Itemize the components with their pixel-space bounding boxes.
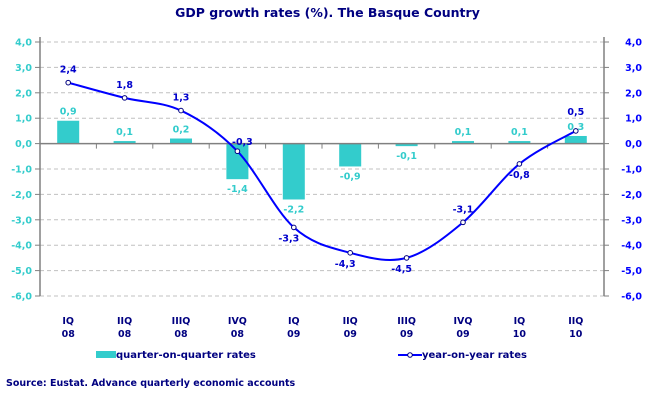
category-label: IIQ [568, 316, 583, 327]
category-year: 08 [62, 329, 76, 340]
chart-title: GDP growth rates (%). The Basque Country [175, 5, 480, 20]
category-label: IVQ [454, 316, 473, 327]
category-label: IIIQ [172, 316, 191, 327]
bar [395, 143, 418, 147]
category-label: IQ [288, 316, 300, 327]
bar [564, 135, 587, 144]
source-note: Source: Eustat. Advance quarterly econom… [6, 378, 296, 389]
category-year: 09 [456, 329, 469, 340]
left-tick-label: -3,0 [11, 215, 32, 226]
line-label: -3,3 [278, 233, 299, 244]
category-year: 08 [174, 329, 188, 340]
line-label: 2,4 [60, 65, 77, 76]
bar-label: 0,1 [116, 127, 133, 138]
right-tick-label: -2,0 [621, 190, 642, 201]
category-label: IVQ [228, 316, 247, 327]
category-year: 10 [513, 329, 527, 340]
category-year: 08 [231, 329, 245, 340]
line-series [67, 81, 577, 261]
legend-label-bar: quarter-on-quarter rates [116, 350, 256, 361]
category-year: 10 [569, 329, 583, 340]
bar [226, 143, 249, 180]
category-label: IQ [62, 316, 74, 327]
bar-label: 0,1 [511, 127, 528, 138]
left-tick-label: -2,0 [11, 190, 32, 201]
line-label: 1,3 [173, 93, 190, 104]
line-point [234, 148, 241, 155]
line-label: 0,5 [567, 107, 584, 118]
right-tick-label: -3,0 [621, 215, 642, 226]
line-label: -0,8 [509, 170, 530, 181]
line-point [403, 255, 410, 261]
line-point [573, 128, 579, 134]
category-year: 09 [400, 329, 413, 340]
category-label: IIIQ [397, 316, 416, 327]
left-tick-label: 3,0 [15, 63, 32, 74]
left-tick-label: -5,0 [11, 266, 32, 277]
bar [452, 141, 474, 144]
line-point [460, 219, 466, 226]
bar [113, 141, 136, 144]
bar [57, 120, 80, 144]
category-label: IQ [514, 316, 526, 327]
bar-label: 0,3 [567, 122, 584, 133]
category-year: 08 [118, 329, 132, 340]
right-tick-label: 0,0 [625, 139, 642, 150]
line-point [291, 224, 297, 231]
category-label: IIQ [117, 316, 132, 327]
right-tick-label: -1,0 [621, 165, 642, 176]
legend-swatch-bar [96, 351, 116, 358]
bar-label: -0,1 [396, 151, 417, 162]
bar-label: 0,1 [455, 127, 472, 138]
right-tick-label: 3,0 [625, 63, 642, 74]
left-tick-label: 0,0 [15, 139, 32, 150]
category-year: 09 [344, 329, 357, 340]
category-year: 09 [287, 329, 300, 340]
bar-label: -0,9 [340, 171, 361, 182]
bar [170, 138, 192, 144]
right-tick-label: -6,0 [621, 292, 642, 303]
line-label: -0,3 [232, 137, 253, 148]
left-tick-label: -1,0 [11, 165, 32, 176]
bar [508, 141, 531, 144]
line-label: 1,8 [116, 80, 133, 91]
bar [282, 143, 305, 200]
line-point [516, 161, 523, 167]
line-label: -3,1 [453, 204, 474, 215]
left-tick-label: 4,0 [15, 38, 32, 49]
left-tick-label: 1,0 [15, 114, 32, 125]
bar-label: 0,9 [60, 107, 77, 118]
right-tick-label: -5,0 [621, 266, 642, 277]
line-point [347, 250, 354, 256]
legend-label-line: year-on-year rates [422, 350, 527, 361]
bar-label: -2,2 [283, 204, 304, 215]
line-point [65, 79, 71, 86]
bar [339, 143, 362, 167]
left-tick-label: -4,0 [11, 241, 32, 252]
bar-label: -1,4 [227, 184, 248, 195]
right-tick-label: 1,0 [625, 114, 642, 125]
right-tick-label: 4,0 [625, 38, 642, 49]
left-tick-label: -6,0 [11, 292, 32, 303]
bar-label: 0,2 [173, 125, 190, 136]
category-label: IIQ [343, 316, 358, 327]
right-tick-label: -4,0 [621, 241, 642, 252]
line-point [178, 107, 184, 114]
right-tick-label: 2,0 [625, 88, 642, 99]
left-tick-label: 2,0 [15, 88, 32, 99]
legend-marker [407, 352, 413, 358]
line-label: -4,5 [391, 264, 412, 275]
line-label: -4,3 [335, 259, 356, 270]
line-point [121, 95, 128, 101]
